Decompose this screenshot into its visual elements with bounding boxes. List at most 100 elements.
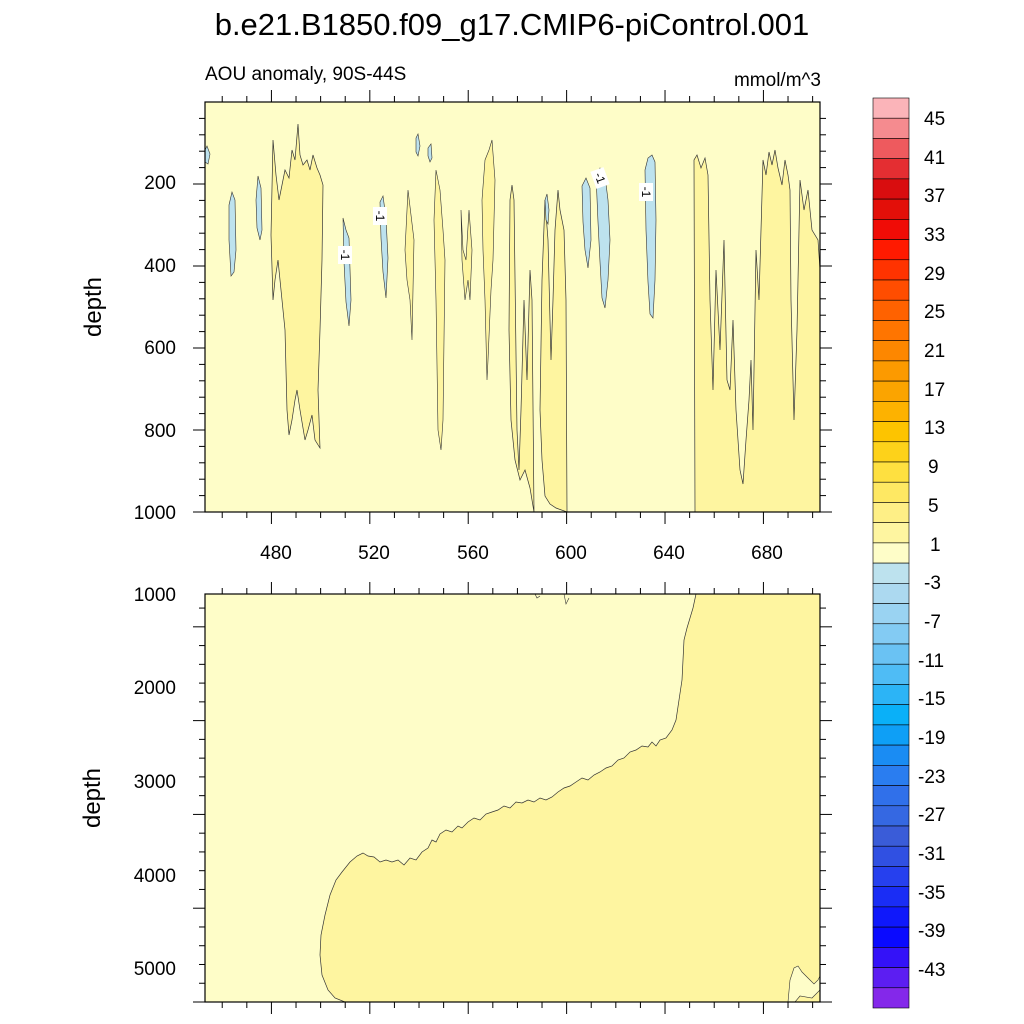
lower-y-tick-label: 5000 [134, 959, 176, 980]
contour-label-text: -1 [373, 211, 387, 222]
contour-label-box [373, 207, 387, 225]
colorbar-label: -31 [918, 844, 945, 865]
upper-x-tick-label: 480 [260, 543, 292, 564]
upper-warm-sliver-1 [433, 169, 446, 451]
colorbar-swatch [872, 906, 910, 928]
colorbar-swatch [872, 198, 910, 220]
colorbar-swatch [872, 542, 910, 564]
upper-y-tick-label: 600 [144, 338, 176, 359]
colorbar-label: 33 [924, 225, 945, 246]
contour-label: -1 [590, 167, 610, 189]
units-label: mmol/m^3 [734, 70, 821, 91]
upper-warm-region-center [508, 184, 535, 513]
colorbar-swatch [872, 259, 910, 281]
cool-region [415, 133, 421, 157]
colorbar-label: -43 [918, 960, 945, 981]
colorbar-swatch [872, 522, 910, 544]
colorbar-swatch [872, 704, 910, 726]
lower-panel: 1000 2000 3000 4000 5000 depth [79, 582, 832, 1014]
upper-x-tick-label: 640 [653, 543, 685, 564]
colorbar-swatch [872, 724, 910, 746]
upper-warm-sliver-3 [404, 189, 415, 341]
lower-plot-frame [204, 593, 821, 1003]
colorbar-swatch [872, 663, 910, 685]
upper-warm-region-left [270, 123, 324, 450]
colorbar-label: 9 [928, 457, 939, 478]
lower-y-tick-label: 2000 [134, 678, 176, 699]
upper-warm-sliver-2 [481, 139, 496, 381]
colorbar-label: 25 [924, 302, 945, 323]
lower-warm-region [319, 593, 821, 1003]
colorbar-swatch [872, 643, 910, 665]
colorbar-swatch [872, 825, 910, 847]
left-string: AOU anomaly, 90S-44S [205, 64, 406, 85]
colorbar-swatch [872, 117, 910, 139]
upper-plot-frame [204, 101, 821, 513]
cool-region [581, 177, 592, 269]
cool-region [544, 193, 550, 226]
colorbar-swatch [872, 502, 910, 523]
colorbar-swatch [872, 279, 910, 301]
chart-title: b.e21.B1850.f09_g17.CMIP6-piControl.001 [215, 7, 810, 42]
colorbar-label: 45 [924, 109, 945, 130]
colorbar-label: 41 [924, 148, 945, 169]
contour-label-box [639, 183, 653, 201]
colorbar-swatch [872, 401, 910, 422]
lower-y-axis-title: depth [79, 768, 106, 828]
colorbar-swatch [872, 926, 910, 948]
colorbar-swatch [872, 178, 910, 200]
upper-x-tick-label: 680 [751, 543, 783, 564]
upper-y-axis-title: depth [80, 277, 107, 337]
colorbar-label: -35 [918, 883, 945, 904]
colorbar [872, 97, 910, 1009]
upper-x-tick-label: 560 [457, 543, 489, 564]
colorbar-label: -23 [918, 767, 945, 788]
colorbar-label: -19 [918, 728, 945, 749]
cool-region [228, 190, 237, 277]
colorbar-swatch [872, 138, 910, 159]
contour-label-text: -1 [639, 187, 653, 198]
upper-y-tick-label: 1000 [134, 503, 176, 524]
colorbar-swatch [872, 380, 910, 402]
colorbar-swatch [872, 583, 910, 604]
colorbar-swatch [872, 765, 910, 786]
colorbar-swatch [872, 623, 910, 645]
colorbar-labels: 45 41 37 33 29 25 21 17 13 9 5 1 -3 -7 -… [918, 109, 945, 981]
colorbar-swatch [872, 461, 910, 483]
colorbar-swatch [872, 481, 910, 503]
colorbar-swatch [872, 866, 910, 887]
cool-region [342, 217, 352, 327]
colorbar-label: -27 [918, 805, 945, 826]
contour-label-box [338, 246, 352, 264]
colorbar-swatch [872, 239, 910, 261]
contour-label-text: -1 [592, 171, 609, 186]
contour-label: -1 [373, 207, 387, 225]
lower-top-notch [534, 593, 570, 605]
upper-x-tick-label: 520 [358, 543, 390, 564]
upper-axis-ticks [193, 90, 832, 524]
colorbar-label: -3 [924, 573, 941, 594]
colorbar-label: 1 [930, 535, 941, 556]
upper-panel: -1 -1 -1 -1 480 520 560 600 640 680 200 … [80, 90, 832, 564]
upper-x-tick-label: 600 [555, 543, 587, 564]
contour-label: -1 [338, 246, 352, 264]
colorbar-swatch [872, 562, 910, 584]
colorbar-label: 21 [924, 341, 945, 362]
contour-label: -1 [639, 183, 653, 201]
colorbar-swatch [872, 158, 910, 180]
colorbar-label: 29 [924, 264, 945, 285]
colorbar-swatch [872, 97, 910, 119]
lower-y-tick-label: 4000 [134, 866, 176, 887]
colorbar-swatch [872, 219, 910, 240]
upper-warm-sliver-4 [460, 209, 473, 301]
colorbar-swatch [872, 360, 910, 382]
contour-label-box [590, 167, 610, 189]
colorbar-swatch [872, 299, 910, 321]
colorbar-swatch [872, 845, 910, 867]
colorbar-label: 17 [924, 380, 945, 401]
lower-background-patch [787, 965, 821, 1003]
cool-region [427, 143, 433, 163]
upper-warm-region-strip [539, 189, 568, 513]
colorbar-label: 13 [924, 418, 945, 439]
upper-y-tick-label: 800 [144, 421, 176, 442]
